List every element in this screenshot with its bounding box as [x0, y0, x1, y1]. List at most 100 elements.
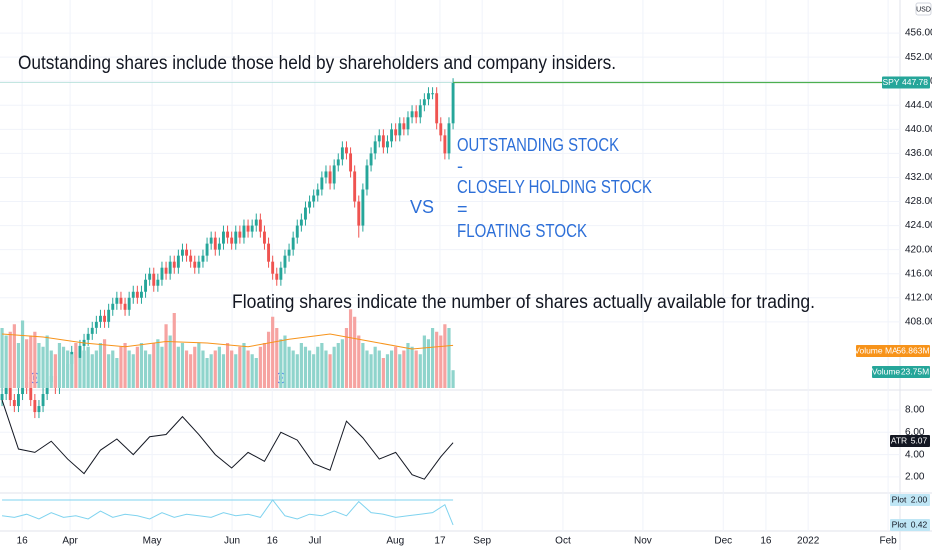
x-tick-label: May: [143, 536, 162, 547]
volume-bar: [98, 343, 103, 388]
candle-body: [152, 273, 156, 286]
indicator-label: ATR: [891, 435, 907, 445]
candle-body: [0, 394, 4, 401]
volume-bar: [357, 335, 361, 388]
candle-body: [123, 303, 127, 310]
formula-line: FLOATING STOCK: [457, 221, 587, 241]
candle-body: [357, 201, 361, 226]
volume-label: Volume: [872, 366, 901, 376]
volume-bar: [443, 324, 447, 388]
candle-body: [353, 171, 357, 202]
candle-body: [86, 333, 90, 340]
formula-line: CLOSELY HOLDING STOCK: [457, 177, 652, 197]
candle-body: [103, 315, 107, 322]
candle-body: [299, 219, 303, 226]
volume-bar: [135, 346, 139, 388]
volume-bar: [398, 354, 402, 388]
y-tick-label: 444.00: [905, 100, 932, 111]
candle-body: [197, 261, 201, 268]
volume-bar: [8, 331, 12, 388]
x-tick-label: Nov: [634, 536, 652, 547]
indicator-label-box: [890, 494, 930, 506]
currency-label: USD: [916, 6, 931, 13]
y-tick-label: 6.00: [905, 427, 925, 438]
volume-bar: [172, 313, 176, 388]
volume-bar: [353, 316, 357, 388]
indicator-line: [1, 399, 454, 480]
volume-bar: [152, 343, 156, 388]
candle-body: [144, 279, 148, 292]
x-tick-label: Feb: [879, 536, 897, 547]
volume-bar: [217, 346, 221, 388]
volume-ma-line: [2, 333, 454, 350]
candle-body: [418, 105, 422, 118]
candle-body: [324, 171, 328, 178]
candle-body: [328, 171, 332, 184]
volume-bar: [312, 354, 316, 388]
volume-bar: [250, 354, 254, 388]
candle-body: [291, 237, 295, 250]
candle-body: [90, 327, 94, 334]
candle-body: [238, 231, 242, 238]
candle-body: [386, 141, 389, 148]
candle-body: [164, 267, 168, 274]
candle-body: [33, 400, 37, 413]
y-tick-label: 408.00: [905, 316, 932, 327]
volume-bar: [0, 328, 4, 388]
volume-bar: [193, 346, 197, 388]
candle-body: [4, 388, 8, 395]
volume-bar: [336, 343, 340, 388]
candle-body: [168, 261, 172, 274]
volume-bar: [221, 354, 226, 388]
volume-bar: [33, 331, 37, 388]
volume-bar: [25, 339, 29, 388]
candle-body: [176, 255, 180, 268]
volume-bar: [324, 350, 328, 388]
candle-body: [209, 237, 213, 244]
volume-bar: [340, 339, 344, 388]
volume-bar: [78, 358, 82, 388]
volume-bar: [189, 354, 193, 388]
candle-body: [78, 345, 82, 358]
volume-bar: [90, 354, 94, 388]
x-tick-label: Oct: [555, 536, 571, 547]
volume-bar: [12, 324, 16, 388]
candle-body: [250, 225, 254, 232]
volume-bar: [86, 346, 90, 388]
candle-body: [320, 177, 324, 190]
candle-body: [99, 315, 102, 322]
volume-bar: [115, 358, 119, 388]
volume-bar: [447, 328, 451, 388]
volume-bar: [394, 346, 398, 388]
candle-body: [390, 129, 394, 142]
volume-bar: [66, 350, 70, 388]
volume-bar: [139, 343, 144, 388]
y-tick-label: 428.00: [905, 196, 932, 207]
formula-line: -: [457, 156, 463, 176]
volume-bar: [127, 350, 131, 388]
volume-bar: [410, 346, 414, 388]
indicator-line: [1, 499, 454, 526]
volume-ma-label: Volume MA: [854, 345, 898, 355]
candle-body: [304, 207, 307, 220]
volume-bar: [45, 335, 49, 388]
volume-bar: [246, 350, 250, 388]
x-tick-label: 16: [760, 536, 772, 547]
y-tick-label: 440.00: [905, 124, 932, 135]
volume-bar: [4, 335, 8, 388]
indicator-label: Plot: [892, 494, 907, 504]
vs-label: VS: [410, 197, 434, 217]
volume-bar: [426, 339, 431, 388]
volume-bar: [119, 346, 123, 388]
candle-body: [394, 129, 398, 136]
indicator-label: 2.00: [911, 494, 928, 504]
volume-bar: [180, 343, 185, 388]
volume-bar: [451, 370, 455, 388]
candle-body: [37, 406, 41, 413]
candle-body: [308, 201, 312, 208]
candle-body: [431, 93, 435, 95]
indicator-label: 5.07: [911, 435, 928, 445]
volume-label: 23.75M: [901, 366, 929, 376]
volume-bar: [402, 350, 406, 388]
